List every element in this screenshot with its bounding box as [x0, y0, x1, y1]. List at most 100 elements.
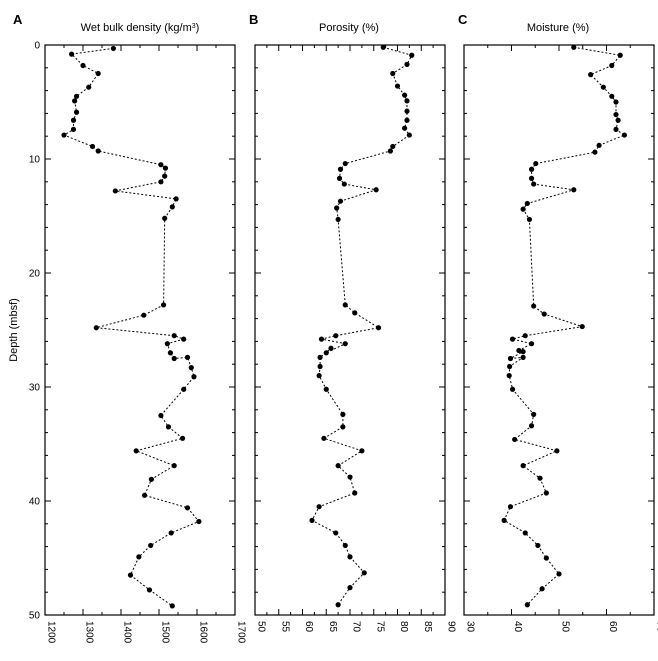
data-point	[543, 555, 549, 561]
data-point	[318, 336, 325, 342]
data-point	[86, 84, 92, 90]
x-tick-label: 90	[446, 621, 457, 633]
x-tick-label: 75	[374, 621, 385, 633]
data-point	[158, 179, 164, 185]
y-tick-label: 10	[29, 155, 41, 166]
data-point	[520, 354, 526, 360]
panel-c: C Moisture (%) 30 40 50 60 70	[458, 12, 658, 633]
data-point	[404, 117, 410, 123]
data-point	[507, 363, 513, 370]
x-tick-label: 70	[351, 621, 362, 633]
x-tick-label: 70	[655, 621, 658, 633]
data-point	[162, 215, 168, 221]
data-point	[613, 111, 619, 118]
data-point	[390, 70, 396, 77]
data-point	[615, 117, 621, 123]
data-point	[404, 98, 410, 104]
data-point	[173, 196, 179, 202]
data-point	[531, 181, 537, 187]
y-tick-label: 0	[34, 41, 40, 52]
data-point	[394, 83, 401, 89]
panel-c-letter: C	[458, 12, 468, 27]
x-tick-label: 40	[512, 621, 523, 633]
x-tick-label: 1400	[122, 621, 133, 644]
data-point	[133, 448, 139, 454]
data-point	[112, 188, 118, 194]
panel-a: A Wet bulk density (kg/m3) 0 10 20 30 40 50 12…	[13, 12, 247, 644]
data-point	[340, 411, 346, 417]
data-point	[316, 373, 322, 379]
data-point	[361, 570, 367, 576]
data-point	[352, 310, 358, 316]
data-point	[93, 325, 99, 331]
data-point	[592, 149, 598, 155]
data-point	[347, 474, 353, 480]
data-point	[321, 435, 327, 441]
panel-b: B Porosity (%) 50 55 60 65 70 75 80 85 90	[249, 12, 457, 633]
data-point	[373, 187, 379, 193]
data-point	[506, 373, 512, 379]
data-point	[61, 132, 67, 138]
panel-b-frame	[254, 44, 446, 616]
data-point	[516, 347, 522, 354]
data-point	[148, 542, 154, 549]
data-point	[528, 341, 535, 347]
data-point	[168, 530, 174, 536]
panel-b-plot	[309, 44, 415, 608]
data-point	[621, 132, 628, 138]
data-point	[323, 350, 329, 356]
data-point	[380, 44, 386, 50]
data-point	[169, 204, 175, 210]
data-point	[342, 542, 348, 549]
data-point	[613, 99, 619, 105]
data-point	[148, 476, 154, 482]
data-point	[110, 45, 116, 52]
data-point	[402, 125, 408, 131]
panel-b-axes: 50 55 60 65 70 75 80 85 90	[254, 44, 457, 633]
data-point	[556, 571, 562, 577]
data-point	[347, 585, 353, 591]
data-point	[390, 143, 396, 150]
data-point	[507, 504, 514, 510]
data-point	[141, 312, 147, 318]
x-tick-label: 50	[560, 621, 571, 633]
data-point	[528, 166, 535, 172]
data-point	[588, 72, 594, 78]
data-point	[317, 354, 323, 360]
y-tick-label: 20	[29, 269, 41, 280]
data-point	[328, 345, 334, 351]
panel-a-title: Wet bulk density (kg/m3)	[81, 22, 200, 34]
data-point	[524, 602, 530, 608]
data-point	[95, 70, 101, 77]
data-point	[531, 303, 537, 309]
data-point	[342, 341, 348, 347]
x-tick-label: 1500	[160, 621, 171, 644]
data-point	[162, 173, 168, 179]
x-tick-label: 1600	[198, 621, 209, 644]
data-point	[127, 572, 134, 578]
panel-c-plot	[501, 44, 628, 608]
data-point	[316, 504, 322, 510]
data-point	[80, 62, 86, 69]
data-point	[522, 333, 528, 339]
data-point	[323, 386, 329, 392]
data-point	[196, 518, 202, 525]
data-point	[73, 93, 80, 99]
data-point	[335, 216, 341, 223]
data-point	[509, 336, 516, 342]
y-axis-label: Depth (mbsf)	[8, 298, 20, 362]
x-tick-label: 1300	[84, 621, 95, 644]
data-point	[528, 423, 535, 429]
series-line	[503, 46, 626, 606]
data-point	[387, 148, 393, 154]
panel-c-axes: 30 40 50 60 70	[463, 44, 658, 633]
data-point	[409, 52, 415, 58]
data-point	[165, 424, 172, 430]
data-point	[539, 586, 545, 592]
data-point	[146, 587, 153, 593]
x-tick-label: 50	[256, 621, 267, 633]
data-point	[184, 354, 191, 360]
data-point	[501, 517, 507, 523]
data-point	[69, 51, 75, 57]
